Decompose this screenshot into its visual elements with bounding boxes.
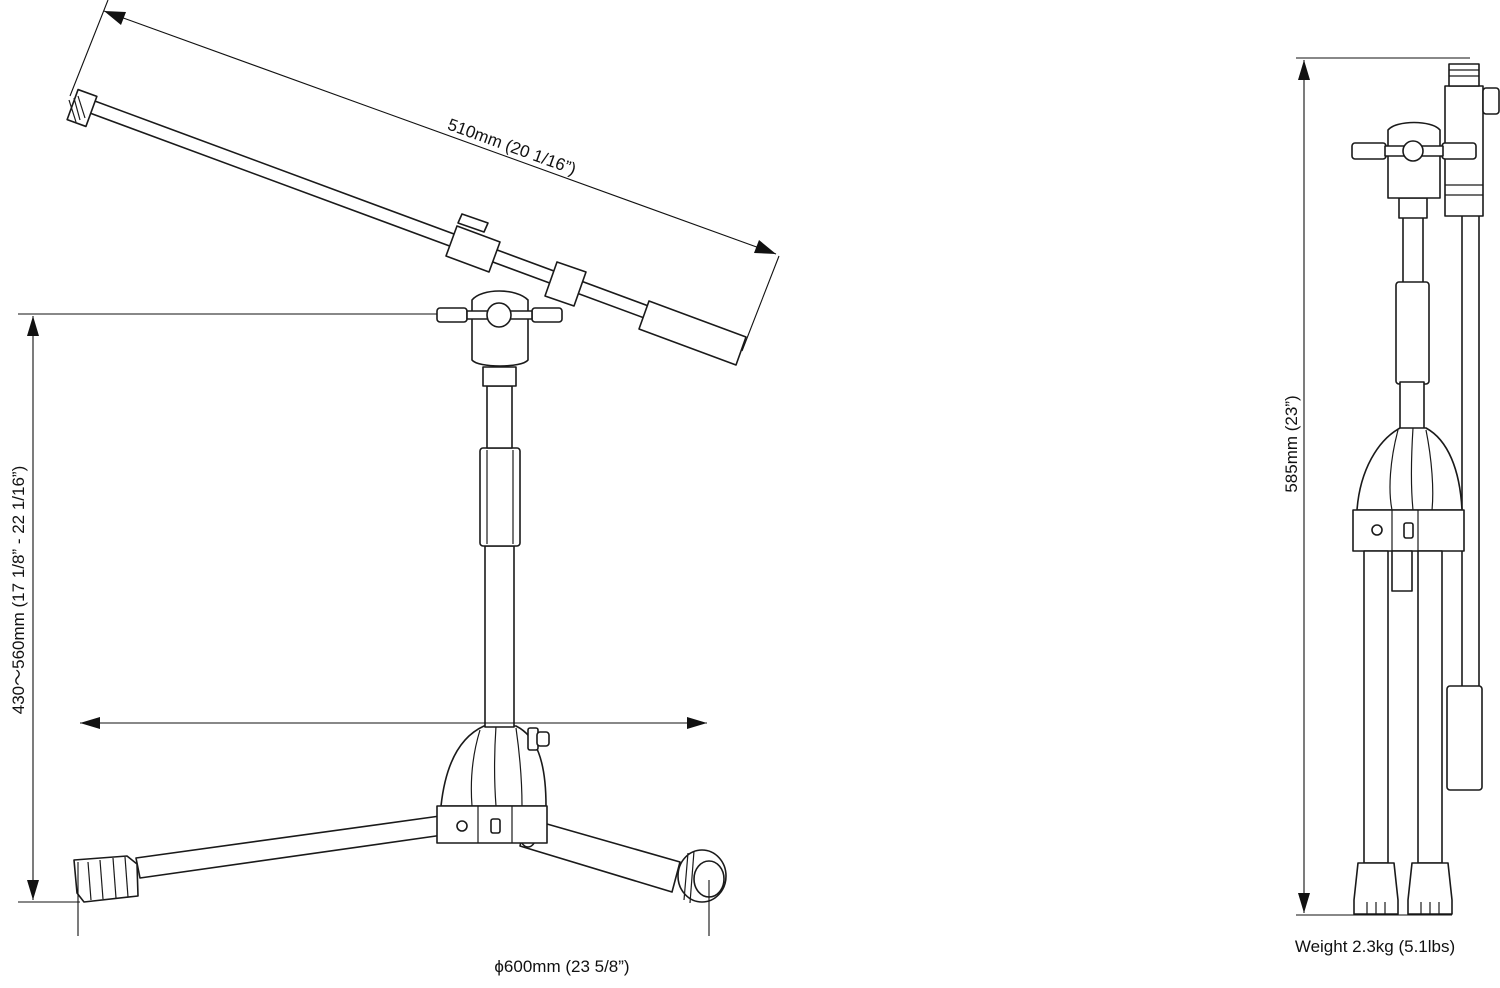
folded-stand	[1351, 63, 1500, 915]
assembled-stand	[66, 88, 747, 904]
height-clutch	[479, 447, 521, 547]
tripod-leg-left	[73, 815, 444, 903]
dimension-boom-length	[69, 0, 780, 352]
lower-tube	[484, 545, 515, 728]
boom-tilter	[436, 290, 563, 367]
dimension-base-diameter	[77, 717, 710, 936]
base-diameter-label: ϕ600mm (23 5/8”)	[494, 957, 629, 976]
dimension-folded-height	[1296, 57, 1470, 916]
tripod-base-hub	[436, 725, 550, 844]
folded-height-label: 585mm (23”)	[1282, 395, 1301, 492]
boom-arm	[66, 88, 747, 366]
height-range-label: 430〜560mm (17 1/8” - 22 1/16”)	[9, 466, 28, 715]
boom-length-label: 510mm (20 1/16”)	[445, 115, 579, 179]
tripod-leg-right	[518, 816, 727, 904]
upper-tube	[486, 385, 513, 449]
dimension-height-range	[18, 313, 437, 903]
weight-label: Weight 2.3kg (5.1lbs)	[1295, 937, 1455, 956]
